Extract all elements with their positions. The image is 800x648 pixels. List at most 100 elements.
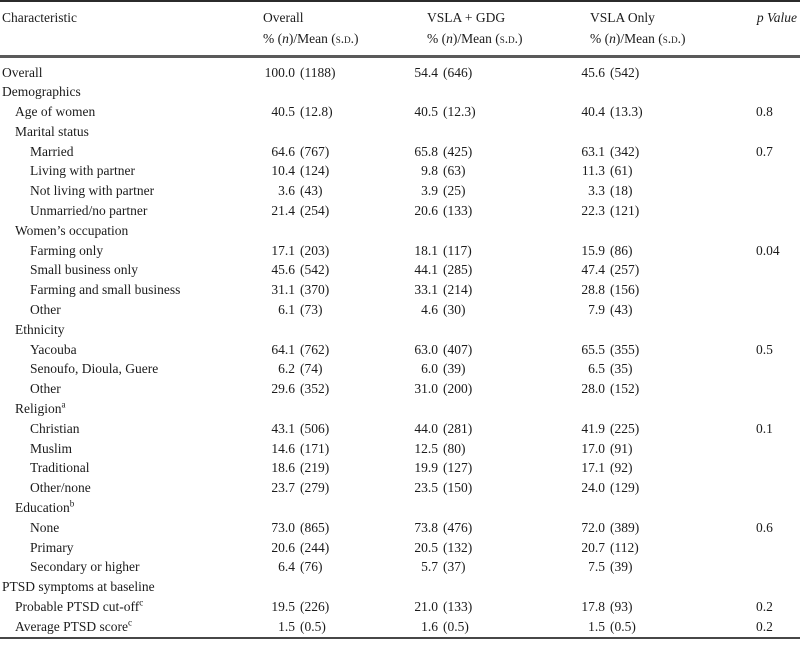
cell-p-value (756, 538, 800, 558)
cell-p-value (756, 300, 800, 320)
cell-vsla-gdg: 63.0 (407) (414, 341, 473, 357)
column-header-label: p Value (756, 10, 797, 25)
row-label: Unmarried/no partner (30, 203, 148, 219)
cell-p-value (756, 359, 800, 379)
cell-vsla-gdg: 44.1 (285) (414, 262, 473, 278)
cell-vsla-only: 17.8 (93) (581, 599, 633, 615)
table-row: Unmarried/no partner 21.4 (254) 20.6 (133)… (0, 201, 800, 221)
cell-overall: 100.0 (1188) (264, 64, 336, 80)
cell-vsla-only: 47.4 (257) (581, 262, 640, 278)
cell-p-value (756, 221, 800, 241)
row-label: Traditional (30, 460, 90, 476)
cell-vsla-gdg: 73.8 (476) (414, 519, 473, 535)
cell-vsla-gdg: 20.5 (132) (414, 539, 473, 555)
row-label: Senoufo, Dioula, Guere (30, 361, 159, 377)
cell-vsla-only: 45.6 (542) (581, 64, 640, 80)
cell-vsla-gdg: 40.5 (12.3) (414, 104, 476, 120)
cell-overall: 17.1 (203) (271, 242, 330, 258)
italic-n: n (609, 30, 616, 46)
cell-overall: 73.0 (865) (271, 519, 330, 535)
cell-p-value (756, 181, 800, 201)
cell-vsla-gdg (398, 122, 565, 142)
cell-vsla-gdg: 65.8 (425) (414, 143, 473, 159)
small-caps-sd: s.d. (662, 30, 681, 46)
cell-overall: 43.1 (506) (271, 420, 330, 436)
cell-vsla-only: 1.5 (0.5) (588, 618, 636, 634)
footnote-marker: b (69, 498, 75, 509)
cell-overall: 19.5 (226) (271, 599, 330, 615)
cell-vsla-only: 17.1 (92) (581, 460, 633, 476)
cell-vsla-gdg (398, 82, 565, 102)
table-row: Married 64.6 (767) 65.8 (425) 63.1 (342) 0.… (0, 142, 800, 162)
cell-p-value (756, 260, 800, 280)
table-row: Demographics (0, 82, 800, 102)
cell-vsla-gdg: 54.4 (646) (414, 64, 473, 80)
cell-overall: 10.4 (124) (271, 163, 330, 179)
cell-vsla-only: 28.8 (156) (581, 282, 640, 298)
table-row: Religiona (0, 399, 800, 419)
small-caps-sd: s.d. (335, 30, 354, 46)
table-row: Muslim 14.6 (171) 12.5 (80) 17.0 (91) (0, 439, 800, 459)
cell-vsla-gdg: 5.7 (37) (421, 559, 466, 575)
table-row: Other 6.1 (73) 4.6 (30) 7.9 (43) (0, 300, 800, 320)
table-row: None 73.0 (865) 73.8 (476) 72.0 (389) 0.6 (0, 518, 800, 538)
row-label: Muslim (30, 440, 73, 456)
cell-p-value: 0.2 (756, 599, 773, 615)
cell-overall: 6.4 (76) (278, 559, 323, 575)
cell-overall: 31.1 (370) (271, 282, 330, 298)
table-row: Primary 20.6 (244) 20.5 (132) 20.7 (112) (0, 538, 800, 558)
italic-n: n (446, 30, 453, 46)
cell-p-value (756, 122, 800, 142)
row-label: Marital status (15, 123, 89, 139)
cell-vsla-only: 3.3 (18) (588, 183, 633, 199)
cell-vsla-gdg (398, 320, 565, 340)
cell-overall: 14.6 (171) (271, 440, 330, 456)
table-row: Educationb (0, 498, 800, 518)
italic-n: n (282, 30, 289, 46)
row-label: Educationb (15, 498, 75, 516)
cell-vsla-only: 65.5 (355) (581, 341, 640, 357)
table-row: Secondary or higher 6.4 (76) 5.7 (37) 7.5(… (0, 557, 800, 577)
footnote-marker: c (127, 617, 133, 628)
cell-vsla-only: 72.0 (389) (581, 519, 640, 535)
row-label: Religiona (15, 399, 66, 417)
cell-overall: 6.2 (74) (278, 361, 323, 377)
cell-overall: 1.5 (0.5) (278, 618, 326, 634)
footnote-marker: c (139, 597, 144, 608)
cell-vsla-only: 40.4 (13.3) (581, 104, 643, 120)
cell-vsla-only: 15.9 (86) (581, 242, 633, 258)
column-header-label: Characteristic (2, 10, 77, 25)
cell-overall: 3.6 (43) (278, 183, 323, 199)
table-row: Living with partner 10.4 (124) 9.8 (63) 11… (0, 161, 800, 181)
table-row: Other/none 23.7 (279) 23.5 (150) 24.0 (129) (0, 478, 800, 498)
cell-p-value (756, 161, 800, 181)
row-label: Farming only (30, 242, 104, 258)
cell-p-value: 0.04 (756, 242, 780, 258)
table-top-rule (0, 0, 800, 2)
cell-overall (255, 82, 398, 102)
cell-overall (255, 122, 398, 142)
cell-p-value (756, 458, 800, 478)
cell-p-value (756, 82, 800, 102)
cell-p-value: 0.1 (756, 420, 773, 436)
table-row: Traditional 18.6 (219) 19.9 (127) 17.1 (92) (0, 458, 800, 478)
cell-p-value (756, 201, 800, 221)
column-header-characteristic: Characteristic (0, 8, 255, 49)
table-row: Other 29.6 (352) 31.0 (200) 28.0 (152) (0, 379, 800, 399)
table-row: Christian 43.1 (506) 44.0 (281) 41.9 (225) … (0, 419, 800, 439)
cell-vsla-only: 24.0 (129) (581, 480, 640, 496)
cell-vsla-only (565, 221, 756, 241)
cell-vsla-gdg: 3.9 (25) (421, 183, 466, 199)
cell-vsla-gdg: 21.0 (133) (414, 599, 473, 615)
cell-p-value (756, 280, 800, 300)
cell-p-value (756, 320, 800, 340)
table-row: Probable PTSD cut-offc 19.5 (226) 21.0 (13… (0, 597, 800, 617)
cell-overall: 6.1 (73) (278, 302, 323, 318)
cell-vsla-only: 7.5 (39) (588, 559, 633, 575)
table-header-rule (0, 55, 800, 58)
cell-vsla-only (565, 399, 756, 419)
cell-vsla-gdg: 31.0 (200) (414, 381, 473, 397)
cell-vsla-only: 41.9 (225) (581, 420, 640, 436)
cell-vsla-gdg (398, 498, 565, 518)
cell-p-value: 0.5 (756, 341, 773, 357)
